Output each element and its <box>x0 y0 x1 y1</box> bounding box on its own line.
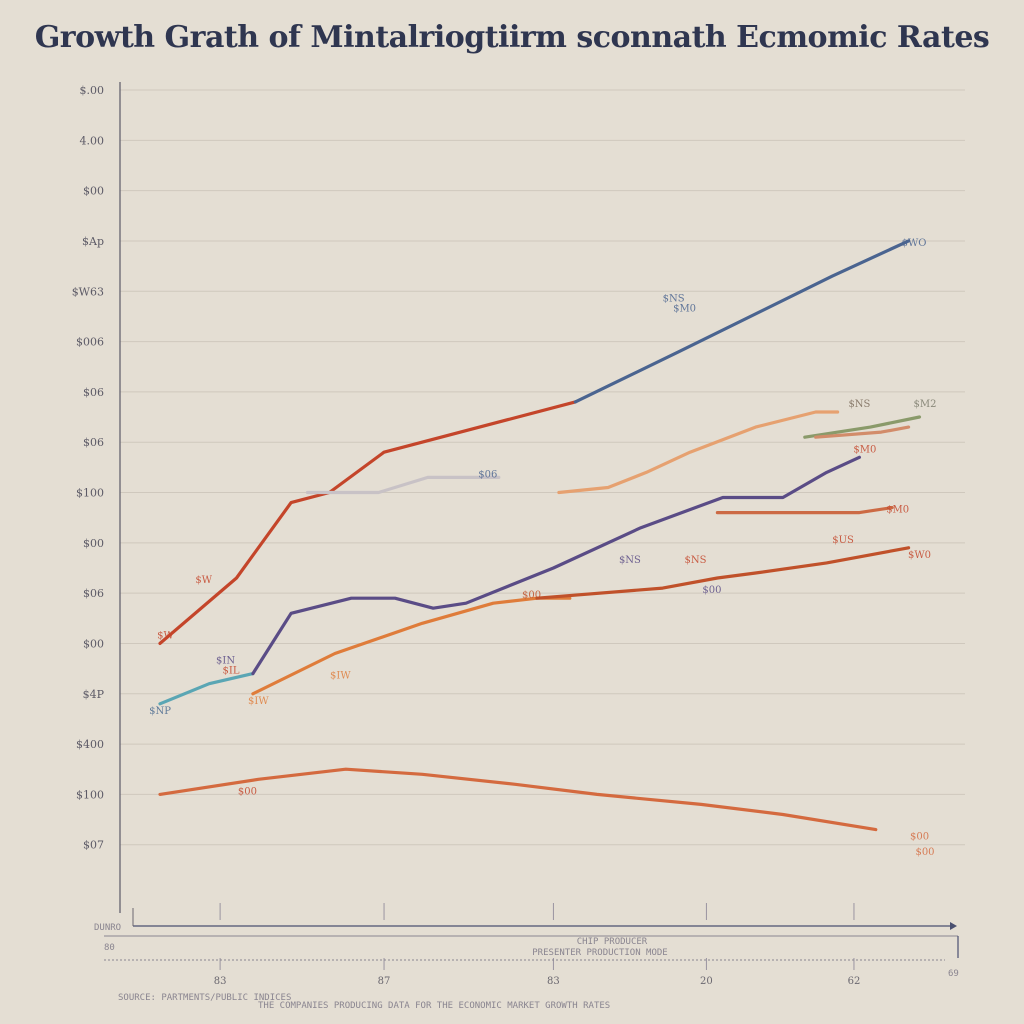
footer-note: PRESENTER PRODUCTION MODE <box>532 948 667 958</box>
x-tick-label: 83 <box>214 976 227 987</box>
y-tick-label: $00 <box>83 537 104 550</box>
data-label: $M2 <box>914 399 937 410</box>
data-label: $NS <box>663 293 685 304</box>
y-tick-label: $400 <box>76 738 104 751</box>
data-label: $US <box>832 535 854 546</box>
y-tick-label: $4P <box>83 688 105 701</box>
x-tick-label: 20 <box>700 976 713 987</box>
series-line <box>158 400 577 646</box>
data-label: $IN <box>216 656 235 667</box>
y-tick-label: $006 <box>76 336 104 349</box>
data-label: $00 <box>238 786 257 797</box>
data-label: $IW <box>330 671 351 682</box>
unit-note: CHIP PRODUCER <box>577 937 648 947</box>
data-label: $M0 <box>853 444 876 455</box>
data-label: $W <box>195 575 212 586</box>
series-line <box>251 455 862 676</box>
data-label: $IW <box>248 696 269 707</box>
source-note: SOURCE: PARTMENTS/PUBLIC INDICES <box>118 993 291 1003</box>
data-label: $M0 <box>886 505 909 516</box>
series-line <box>535 546 911 600</box>
series-line <box>573 239 911 404</box>
grid-layer <box>120 89 965 846</box>
y-tick-label: $Ap <box>82 235 104 248</box>
series-layer <box>158 239 922 832</box>
y-tick-label: $00 <box>83 185 104 198</box>
label-layer: $NP$WO$M0$NS$NS $M2$M0$M0$US$W0$NS $NS$00$… <box>149 238 936 858</box>
data-label: $00 <box>910 832 929 843</box>
y-tick-label: $.00 <box>80 84 105 97</box>
scale-left: 80 <box>104 943 115 953</box>
y-tick-label: $07 <box>83 839 104 852</box>
data-label: $00 <box>522 590 541 601</box>
y-tick-label: $100 <box>76 788 104 801</box>
y-tick-label: $W63 <box>72 285 104 298</box>
series-line <box>715 506 894 515</box>
x-tick-label: 83 <box>547 976 560 987</box>
data-label: $06 <box>478 469 497 480</box>
y-tick-label: $00 <box>83 637 104 650</box>
scale-right: 69 <box>948 969 959 979</box>
y-tick-label: $06 <box>83 436 104 449</box>
data-label: $NP <box>149 706 171 717</box>
y-tick-label: $06 <box>83 587 104 600</box>
x-tick-label: 87 <box>378 976 391 987</box>
y-tick-label: $100 <box>76 487 104 500</box>
data-label: $IL <box>223 666 240 677</box>
axis-layer: $07$100$400$4P$00$06$00$100$06$06$006$W6… <box>72 82 957 987</box>
data-label: $00 <box>702 585 721 596</box>
x-tick-label: 62 <box>848 976 861 987</box>
data-label: $NS <box>848 399 870 410</box>
x-axis-arrow <box>950 922 957 930</box>
series-line <box>803 415 922 439</box>
series-line <box>158 671 255 706</box>
data-label: $WO <box>902 238 927 249</box>
data-label: $M0 <box>673 303 696 314</box>
data-label: $W <box>157 630 174 641</box>
series-line <box>557 410 840 495</box>
chart-title: Growth Grath of Mintalriogtiirm sconnath… <box>34 20 990 55</box>
data-label: $W0 <box>908 550 931 561</box>
series-line <box>158 767 878 832</box>
y-tick-label: $06 <box>83 386 104 399</box>
data-label: $00 <box>915 847 934 858</box>
x-axis-start-label: DUNRO <box>94 923 121 933</box>
series-line <box>814 425 911 439</box>
series-line <box>305 475 501 495</box>
data-label: $NS <box>685 555 707 566</box>
y-tick-label: 4.00 <box>80 134 105 147</box>
data-label: $NS <box>619 555 641 566</box>
caption: THE COMPANIES PRODUCING DATA FOR THE ECO… <box>258 1001 610 1011</box>
